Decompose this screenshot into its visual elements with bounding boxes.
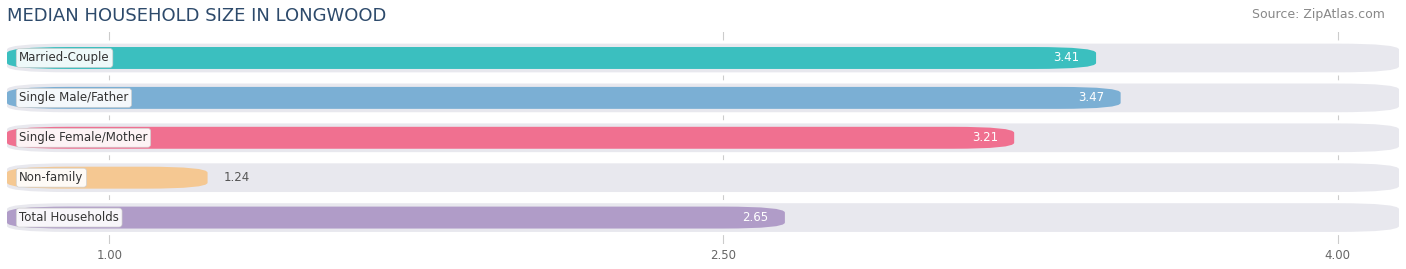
Text: Total Households: Total Households (20, 211, 120, 224)
FancyBboxPatch shape (7, 127, 1014, 149)
FancyBboxPatch shape (7, 80, 1399, 115)
FancyBboxPatch shape (7, 160, 1399, 195)
FancyBboxPatch shape (7, 167, 208, 189)
Text: Source: ZipAtlas.com: Source: ZipAtlas.com (1251, 8, 1385, 21)
FancyBboxPatch shape (7, 207, 785, 229)
Text: 3.47: 3.47 (1078, 91, 1104, 104)
FancyBboxPatch shape (7, 200, 1399, 235)
FancyBboxPatch shape (7, 40, 1399, 76)
Text: 1.24: 1.24 (224, 171, 250, 184)
Text: 2.65: 2.65 (742, 211, 769, 224)
Text: 3.41: 3.41 (1053, 51, 1080, 65)
Text: Married-Couple: Married-Couple (20, 51, 110, 65)
FancyBboxPatch shape (7, 47, 1097, 69)
Text: Single Female/Mother: Single Female/Mother (20, 131, 148, 144)
Text: Non-family: Non-family (20, 171, 83, 184)
FancyBboxPatch shape (7, 203, 1399, 232)
Text: MEDIAN HOUSEHOLD SIZE IN LONGWOOD: MEDIAN HOUSEHOLD SIZE IN LONGWOOD (7, 7, 387, 25)
FancyBboxPatch shape (7, 83, 1399, 112)
FancyBboxPatch shape (7, 163, 1399, 192)
FancyBboxPatch shape (7, 87, 1121, 109)
Text: 3.21: 3.21 (972, 131, 998, 144)
FancyBboxPatch shape (7, 123, 1399, 152)
Text: Single Male/Father: Single Male/Father (20, 91, 128, 104)
FancyBboxPatch shape (7, 44, 1399, 72)
FancyBboxPatch shape (7, 120, 1399, 155)
